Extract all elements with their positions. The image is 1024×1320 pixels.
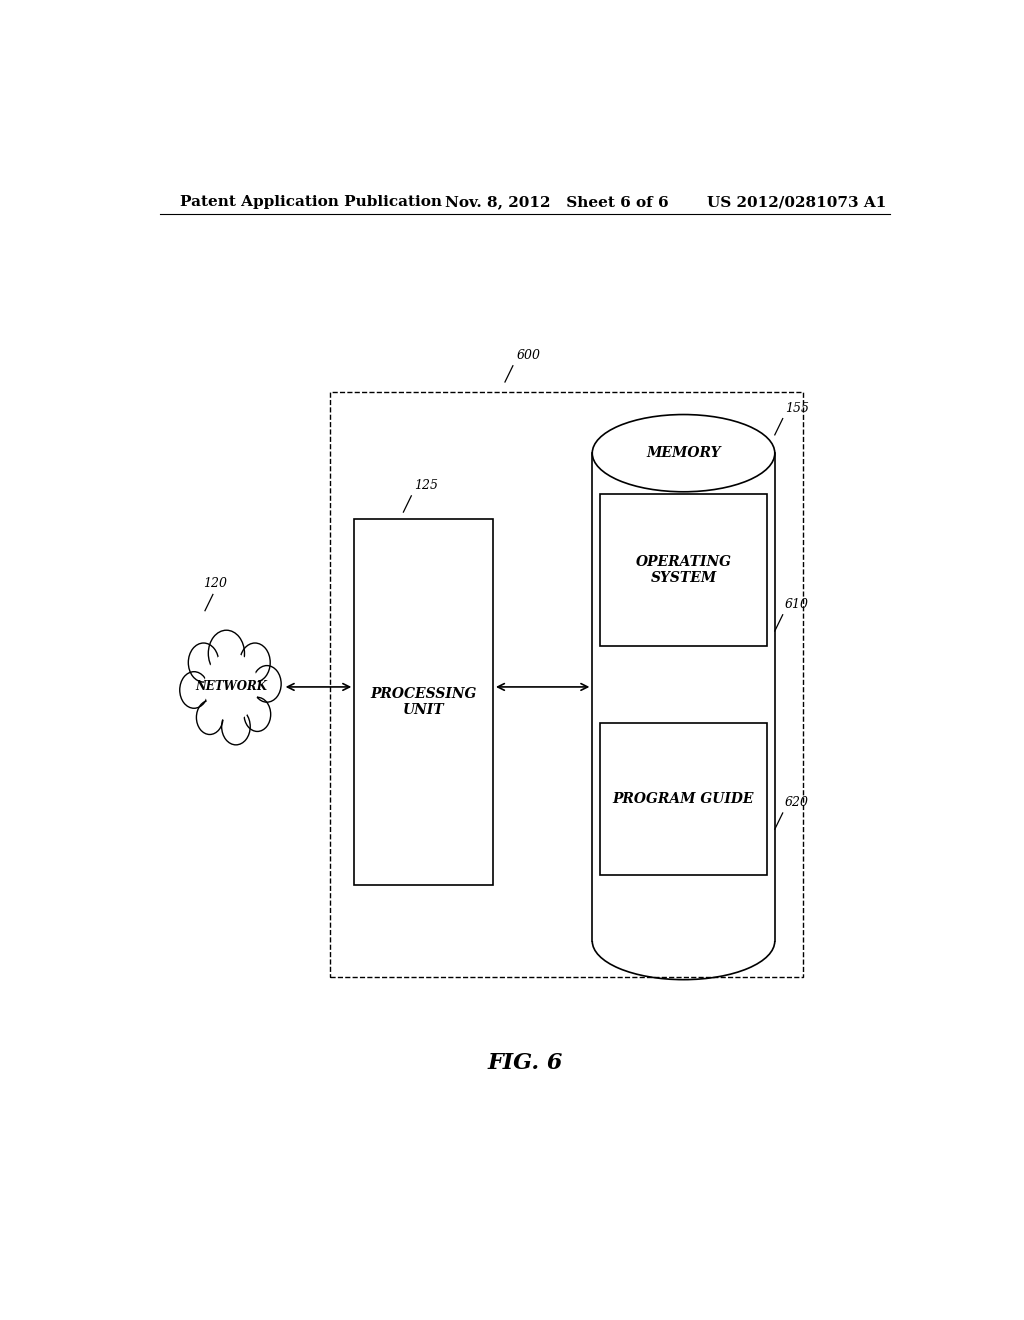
Bar: [331, 392, 803, 977]
Bar: [354, 519, 494, 886]
Circle shape: [205, 653, 257, 721]
Circle shape: [240, 643, 270, 682]
Text: MEMORY: MEMORY: [646, 446, 721, 461]
Ellipse shape: [592, 414, 775, 492]
Text: OPERATING
SYSTEM: OPERATING SYSTEM: [636, 554, 731, 585]
Circle shape: [197, 701, 223, 734]
Text: 120: 120: [204, 577, 227, 590]
Text: 620: 620: [785, 796, 809, 809]
Bar: [592, 453, 775, 941]
Text: PROGRAM GUIDE: PROGRAM GUIDE: [612, 792, 755, 805]
Circle shape: [221, 709, 250, 744]
Text: 155: 155: [785, 401, 809, 414]
Circle shape: [244, 697, 270, 731]
Text: Patent Application Publication: Patent Application Publication: [179, 195, 441, 209]
Text: NETWORK: NETWORK: [196, 680, 267, 693]
Circle shape: [180, 672, 208, 709]
Circle shape: [188, 643, 219, 682]
Text: FIG. 6: FIG. 6: [487, 1052, 562, 1074]
Bar: [600, 494, 767, 647]
Text: 600: 600: [517, 348, 541, 362]
Bar: [600, 722, 767, 875]
Circle shape: [208, 630, 245, 677]
Text: Nov. 8, 2012   Sheet 6 of 6: Nov. 8, 2012 Sheet 6 of 6: [445, 195, 669, 209]
Text: 125: 125: [414, 479, 437, 492]
Text: US 2012/0281073 A1: US 2012/0281073 A1: [708, 195, 887, 209]
Circle shape: [253, 665, 282, 702]
Text: 610: 610: [785, 598, 809, 611]
Text: PROCESSING
UNIT: PROCESSING UNIT: [371, 688, 477, 717]
